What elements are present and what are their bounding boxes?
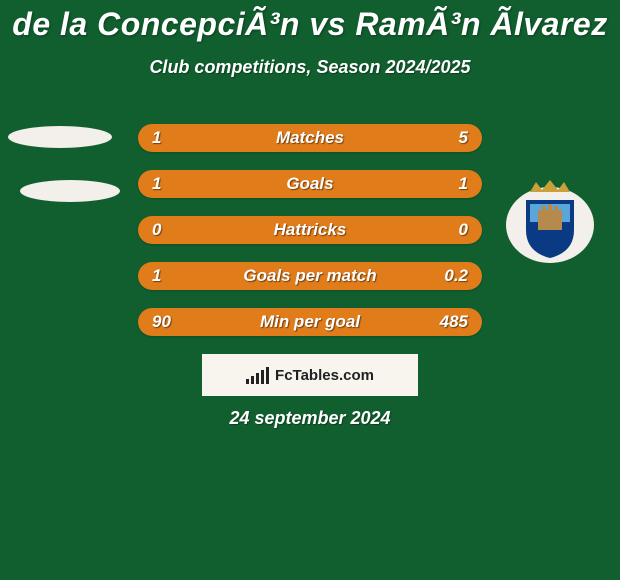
footer-date: 24 september 2024: [0, 408, 620, 429]
stat-row: 1Goals per match0.2: [138, 262, 482, 290]
stat-value-left: 0: [152, 220, 200, 240]
page-subtitle: Club competitions, Season 2024/2025: [0, 57, 620, 78]
stat-value-right: 0: [420, 220, 468, 240]
stat-value-left: 1: [152, 174, 200, 194]
stat-row: 0Hattricks0: [138, 216, 482, 244]
stat-label: Hattricks: [200, 220, 420, 240]
club-crest-right: [500, 178, 600, 264]
stat-label: Matches: [200, 128, 420, 148]
shield-icon: [500, 178, 600, 264]
stat-label: Min per goal: [200, 312, 420, 332]
stat-value-right: 485: [420, 312, 468, 332]
comparison-card: de la ConcepciÃ³n vs RamÃ³n Ãlvarez Club…: [0, 0, 620, 580]
brand-badge: FcTables.com: [202, 354, 418, 396]
stat-value-left: 1: [152, 266, 200, 286]
brand-text: FcTables.com: [275, 367, 374, 384]
stat-row: 90Min per goal485: [138, 308, 482, 336]
stat-value-right: 1: [420, 174, 468, 194]
player-left-avatar-2: [20, 180, 120, 202]
bars-icon: [246, 366, 269, 384]
stat-value-right: 5: [420, 128, 468, 148]
page-title: de la ConcepciÃ³n vs RamÃ³n Ãlvarez: [0, 6, 620, 43]
stats-table: 1Matches51Goals10Hattricks01Goals per ma…: [138, 124, 482, 354]
player-left-avatar-1: [8, 126, 112, 148]
stat-value-right: 0.2: [420, 266, 468, 286]
stat-row: 1Matches5: [138, 124, 482, 152]
stat-value-left: 1: [152, 128, 200, 148]
stat-label: Goals: [200, 174, 420, 194]
stat-value-left: 90: [152, 312, 200, 332]
stat-label: Goals per match: [200, 266, 420, 286]
stat-row: 1Goals1: [138, 170, 482, 198]
